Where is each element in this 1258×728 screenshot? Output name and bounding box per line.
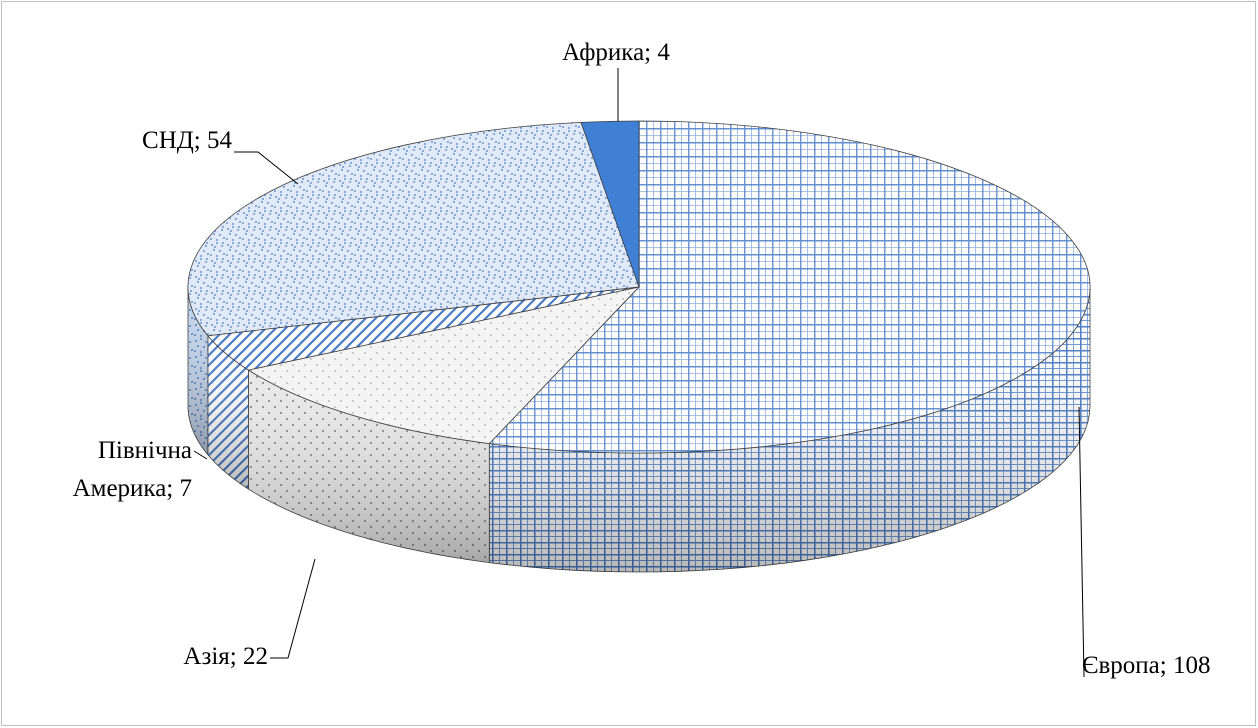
- pie-side-північна-америка-shade: [207, 335, 249, 489]
- data-label-азія: Азія; 22: [183, 643, 268, 670]
- pie-side-walls: [187, 286, 1091, 573]
- pie-slice-європа: [488, 120, 1091, 454]
- pie-slice-азія: [247, 286, 641, 445]
- data-label-північна-америка-leader: [193, 450, 208, 460]
- data-label-азія-leader: [270, 558, 316, 659]
- data-label-північна-америка: Північна Америка; 7: [73, 437, 192, 502]
- data-label-європа-leader: [1078, 406, 1085, 678]
- pie-side-снд-shade: [188, 287, 208, 455]
- data-label-африка: Африка; 4: [562, 39, 670, 66]
- data-labels: Європа; 108 Азія; 22 Північна Америка; 7 СНД…: [73, 39, 1211, 679]
- pie-slice-снд: [187, 121, 640, 337]
- pie-top-faces: [187, 120, 1091, 454]
- data-label-снд: СНД; 54: [142, 127, 232, 154]
- pie-side-європа-shade: [489, 287, 1090, 572]
- pie-slice-африка: [580, 120, 640, 288]
- data-label-снд-leader: [234, 151, 299, 185]
- data-label-європа: Європа; 108: [1082, 652, 1210, 679]
- pie-side-азія-shade: [248, 370, 490, 563]
